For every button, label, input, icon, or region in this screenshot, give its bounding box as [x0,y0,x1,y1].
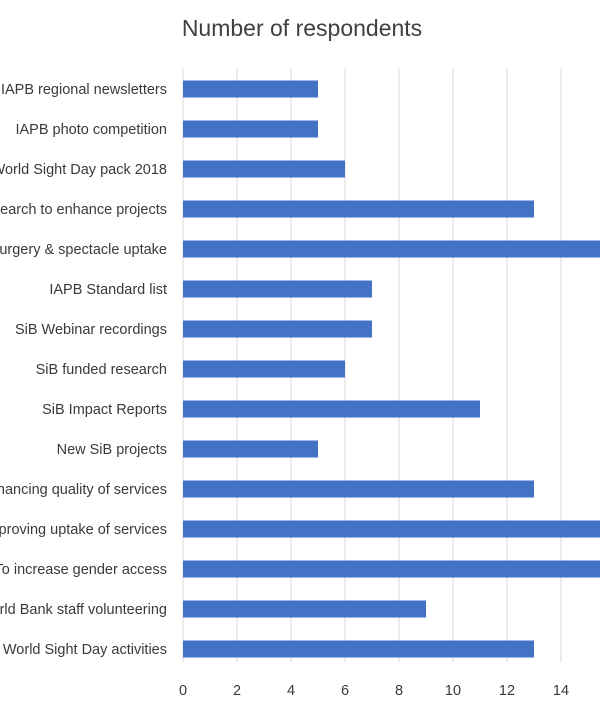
bar [183,80,318,98]
category-label: World Sight Day pack 2018 [0,162,167,178]
category-label: IAPB regional newsletters [1,82,167,98]
bar [183,560,600,578]
x-tick-label: 0 [179,683,187,699]
x-tick-label: 6 [341,683,349,699]
category-label: SiB funded research [36,362,167,378]
category-label: IAPB photo competition [15,122,167,138]
category-label: Enhancing quality of services [0,482,167,498]
category-label: IAPB Standard list [49,282,167,298]
category-label: SiB Webinar recordings [15,322,167,338]
bar [183,160,345,178]
bar [183,320,372,338]
bar [183,640,534,658]
bar [183,120,318,138]
bar [183,480,534,498]
category-label: Improving uptake of services [0,522,167,538]
x-tick-label: 12 [499,683,515,699]
category-label: Research to enhance projects [0,202,167,218]
bars [183,80,600,658]
x-tick-label: 2 [233,683,241,699]
category-label: To increase gender access [0,562,167,578]
x-tick-label: 10 [445,683,461,699]
x-axis-ticks: 0 2 4 6 8 10 12 14 [179,683,569,699]
bar [183,360,345,378]
x-tick-label: 4 [287,683,295,699]
category-labels: IAPB regional newsletters IAPB photo comp… [0,82,167,658]
category-label: Surgery & spectacle uptake [0,242,167,258]
category-label: World Bank staff volunteering [0,602,167,618]
bar [183,400,480,418]
bar [183,520,600,538]
category-label: New SiB projects [57,442,167,458]
chart-title: Number of respondents [182,15,422,41]
category-label: World Sight Day activities [3,642,167,658]
category-label: SiB Impact Reports [42,402,167,418]
bar [183,600,426,618]
bar [183,280,372,298]
bar [183,200,534,218]
bar [183,440,318,458]
x-tick-label: 14 [553,683,569,699]
x-tick-label: 8 [395,683,403,699]
bar [183,240,600,258]
